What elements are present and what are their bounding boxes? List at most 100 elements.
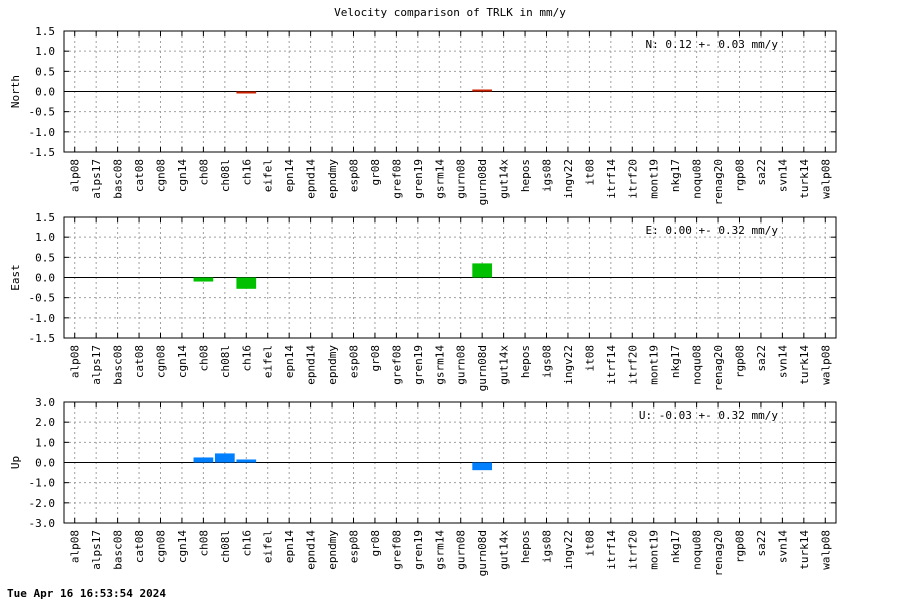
y-tick-label: -1.0 [29,126,56,139]
x-tick-label: gurn08d [476,530,489,576]
x-tick-label: mont19 [648,159,661,199]
x-tick-label: gren19 [412,345,425,385]
panel-up: 3.0 2.0 1.0 0.0 -1.0 -2.0 -3.0 alp08 alps17 basc0… [9,396,837,576]
x-tick-label: itrf20 [626,530,639,570]
x-tick-label: renag20 [712,530,725,576]
x-tick-label: renag20 [712,345,725,391]
x-tick-label: nkg17 [669,159,682,192]
x-tick-label: cat08 [133,345,146,378]
x-tick-label: alp08 [69,345,82,378]
bar-gurn08d [472,263,493,278]
x-tick-label: cat08 [133,159,146,192]
x-tick-label: esp08 [348,530,361,563]
x-tick-label: nkg17 [669,530,682,563]
x-tick-label: gren19 [412,159,425,199]
x-tick-label: eifel [262,345,275,378]
x-tick-label: ch16 [240,530,253,557]
x-tick-label: basc08 [112,345,125,385]
x-tick-label: walp08 [819,345,832,385]
x-tick-label: ch16 [240,345,253,372]
plot-frame [63,401,837,524]
y-tick-label: 1.5 [35,25,55,38]
x-tick-label: cgn08 [155,530,168,563]
x-tick-label: esp08 [348,159,361,192]
y-tick-label: 1.0 [35,436,55,449]
x-tick-label: gurn08 [455,345,468,385]
plot-frame [63,30,837,153]
x-tick-label: cgn08 [155,159,168,192]
x-tick-label: alps17 [90,159,103,199]
panel-east: 1.5 1.0 0.5 0.0 -0.5 -1.0 -1.5 alp08 alps17 basc0… [9,211,837,391]
x-tick-label: noqu08 [691,345,704,385]
x-tick-label: svn14 [776,159,789,192]
x-tick-label: epnd14 [305,345,318,385]
x-tick-label: nkg17 [669,345,682,378]
y-tick-label: 0.5 [35,251,55,264]
x-tick-label: turk14 [798,530,811,570]
x-tick-label: noqu08 [691,159,704,199]
x-tick-label: cgn14 [176,530,189,563]
stats-annotation: U: -0.03 +- 0.32 mm/y [639,409,778,422]
x-tick-label: gr08 [369,345,382,372]
y-axis-label: North [9,75,22,108]
x-tick-label: gurn08 [455,159,468,199]
bar-gurn08d [472,462,493,471]
x-tick-label: epndmy [326,345,339,385]
y-tick-label: 1.0 [35,45,55,58]
x-tick-label: itrf14 [605,159,618,199]
x-tick-label: epnd14 [305,159,318,199]
x-tick-label: alp08 [69,159,82,192]
plot-frame [63,216,837,339]
x-tick-label: ingv22 [562,530,575,570]
x-tick-label: gurn08 [455,530,468,570]
x-tick-label: ingv22 [562,345,575,385]
x-tick-label: gut14x [498,159,511,199]
x-tick-label: cgn08 [155,345,168,378]
bar-ch08 [193,277,214,282]
x-tick-label: gref08 [390,159,403,199]
x-tick-label: epndmy [326,159,339,199]
x-tick-label: ch16 [240,159,253,186]
x-tick-label: itrf20 [626,345,639,385]
x-tick-label: rgp08 [734,159,747,192]
x-tick-label: turk14 [798,345,811,385]
x-tick-label: alps17 [90,530,103,570]
bar-ch16 [236,277,257,289]
bar-ch08l [214,453,235,463]
x-tick-label: gsrm14 [433,159,446,199]
x-tick-label: gurn08d [476,159,489,205]
panel-north: 1.5 1.0 0.5 0.0 -0.5 -1.0 -1.5 alp08 alps17 basc0… [9,25,837,205]
x-tick-label: itrf14 [605,345,618,385]
x-tick-label: gr08 [369,530,382,557]
y-axis-label: East [9,264,22,291]
x-tick-label: sa22 [755,159,768,186]
y-tick-label: 1.5 [35,211,55,224]
x-tick-label: eifel [262,530,275,563]
stats-annotation: N: 0.12 +- 0.03 mm/y [646,38,779,51]
x-tick-label: alps17 [90,345,103,385]
y-tick-label: -1.5 [29,332,56,345]
x-tick-label: renag20 [712,159,725,205]
x-tick-label: eifel [262,159,275,192]
x-tick-label: gut14x [498,530,511,570]
bar-ch16 [236,91,257,94]
bar-ch08 [193,457,214,463]
y-tick-label: 2.0 [35,416,55,429]
x-tick-label: epndmy [326,530,339,570]
y-tick-label: -1.0 [29,477,56,490]
stats-annotation: E: 0.00 +- 0.32 mm/y [646,224,779,237]
x-tick-label: itrf20 [626,159,639,199]
x-tick-label: epn14 [283,530,296,563]
bar-ch16 [236,459,257,463]
x-tick-label: ch08l [219,159,232,192]
x-tick-label: basc08 [112,530,125,570]
y-tick-label: 0.0 [35,86,55,99]
x-tick-label: ch08 [197,159,210,186]
x-tick-label: svn14 [776,530,789,563]
x-tick-label: hepos [519,345,532,378]
x-tick-label: itrf14 [605,530,618,570]
x-tick-label: noqu08 [691,530,704,570]
x-tick-label: rgp08 [734,345,747,378]
y-tick-label: -3.0 [29,517,56,530]
y-tick-label: 0.0 [35,272,55,285]
